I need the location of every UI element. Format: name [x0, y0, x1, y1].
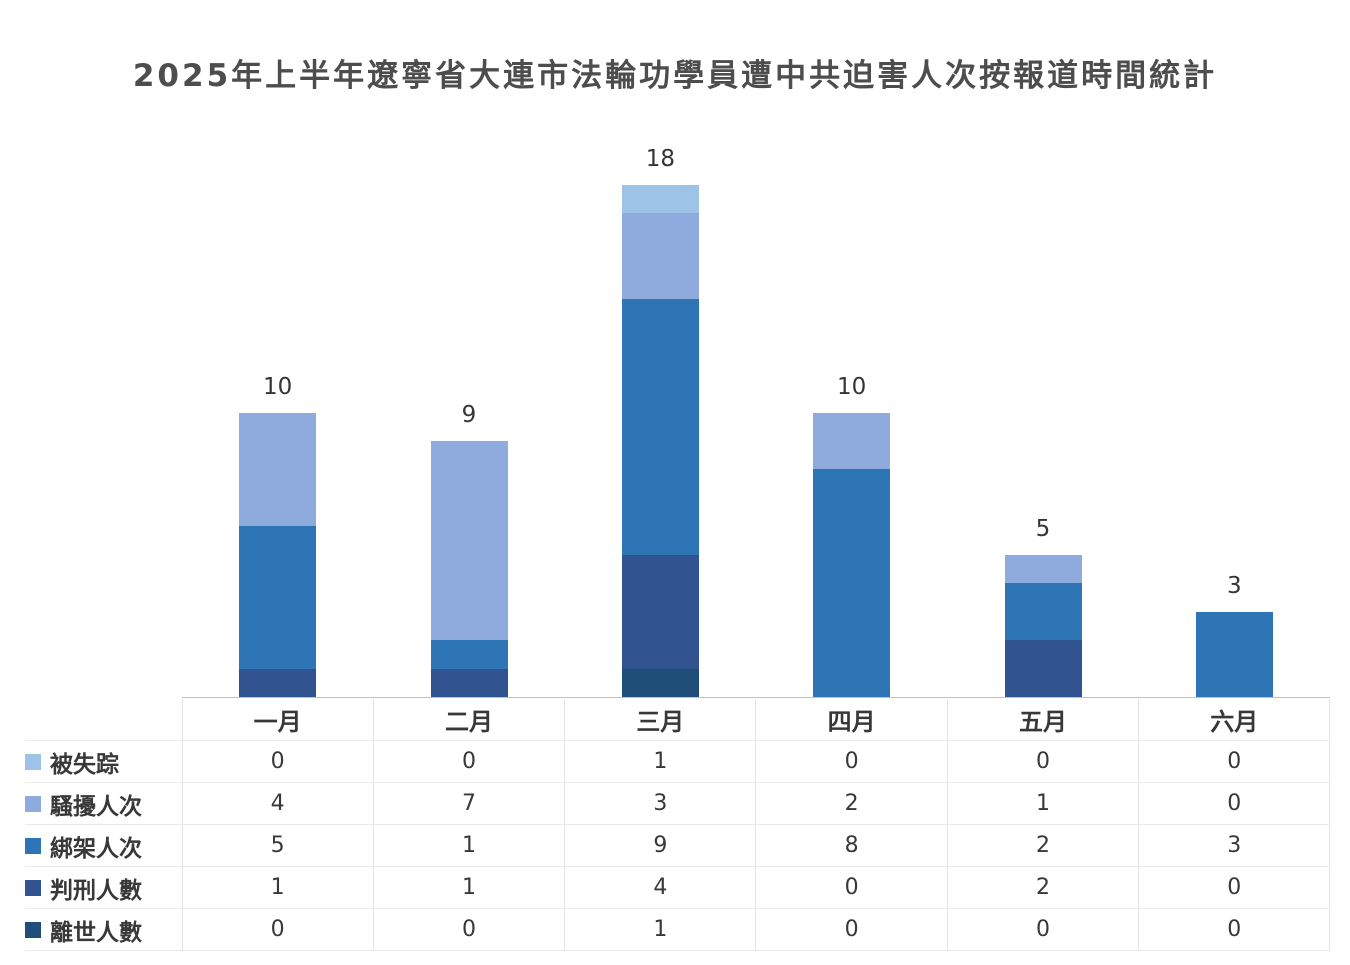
row-label-inner: 被失踪: [25, 745, 181, 779]
row-label-離世人數: 離世人數: [25, 908, 183, 951]
table-cell-離世人數-五月: 0: [947, 908, 1140, 951]
table-cell-離世人數-一月: 0: [182, 908, 374, 951]
row-label-騷擾人次: 騷擾人次: [25, 782, 183, 825]
row-label-inner: 離世人數: [25, 913, 181, 947]
bar-segment-騷擾人次-二月: [430, 441, 508, 641]
bar-segment-綁架人次-五月: [1004, 583, 1082, 641]
month-header-一月: 一月: [182, 699, 374, 741]
table-row-騷擾人次: 騷擾人次 4 7 3 2 1 0: [25, 782, 1331, 825]
bar-segment-被失踪-三月: [621, 185, 699, 214]
table-cell-綁架人次-五月: 2: [947, 824, 1140, 867]
table-cell-判刑人數-六月: 0: [1138, 866, 1331, 909]
table-cell-被失踪-三月: 1: [564, 740, 757, 783]
bar-segment-綁架人次-二月: [430, 640, 508, 669]
table-cell-綁架人次-四月: 8: [755, 824, 948, 867]
bar-total-label-六月: 3: [1227, 572, 1242, 599]
bar-total-label-三月: 18: [645, 146, 675, 172]
table-cell-綁架人次-一月: 5: [182, 824, 374, 867]
table-cell-判刑人數-四月: 0: [755, 866, 948, 909]
legend-swatch-騷擾人次: [25, 795, 41, 812]
table-cell-離世人數-四月: 0: [755, 908, 948, 951]
bar-segment-綁架人次-四月: [813, 469, 891, 697]
table-cell-判刑人數-五月: 2: [947, 866, 1140, 909]
table-row-離世人數: 離世人數 0 0 1 0 0 0: [25, 908, 1331, 951]
bar-segment-騷擾人次-一月: [239, 412, 317, 527]
table-cell-綁架人次-三月: 9: [564, 824, 757, 867]
bar-segment-騷擾人次-四月: [813, 412, 891, 470]
table-cell-騷擾人次-二月: 7: [373, 782, 566, 825]
table-cell-被失踪-一月: 0: [182, 740, 374, 783]
legend-swatch-被失踪: [25, 753, 41, 770]
table-cell-離世人數-六月: 0: [1138, 908, 1331, 951]
chart-title: 2025年上半年遼寧省大連市法輪功學員遭中共迫害人次按報道時間統計: [132, 58, 1218, 94]
table-cell-綁架人次-六月: 3: [1138, 824, 1331, 867]
bar-total-label-五月: 5: [1035, 515, 1051, 542]
bar-segment-綁架人次-一月: [239, 526, 317, 669]
bar-segment-判刑人數-二月: [430, 668, 508, 697]
row-label-綁架人次: 綁架人次: [25, 824, 183, 867]
bar-segment-判刑人數-一月: [239, 668, 317, 697]
table-cell-被失踪-二月: 0: [373, 740, 566, 783]
table-cell-離世人數-三月: 1: [564, 908, 757, 951]
bar-total-label-四月: 10: [837, 373, 867, 400]
month-header-五月: 五月: [947, 699, 1140, 741]
legend-swatch-離世人數: [25, 921, 41, 938]
table-cell-被失踪-六月: 0: [1138, 740, 1331, 783]
bar-segment-綁架人次-三月: [621, 298, 699, 555]
table-corner-cell: [25, 699, 183, 741]
bar-segment-騷擾人次-五月: [1004, 554, 1082, 584]
legend-label: 騷擾人次: [50, 793, 142, 820]
table-cell-騷擾人次-五月: 1: [947, 782, 1140, 825]
bar-segment-騷擾人次-三月: [621, 213, 699, 299]
row-label-inner: 騷擾人次: [25, 787, 181, 821]
table-row-綁架人次: 綁架人次 5 1 9 8 2 3: [25, 824, 1331, 867]
table-row-判刑人數: 判刑人數 1 1 4 0 2 0: [25, 866, 1331, 909]
legend-swatch-判刑人數: [25, 879, 41, 896]
bar-segment-綁架人次-六月: [1195, 611, 1273, 697]
row-label-inner: 綁架人次: [25, 829, 181, 863]
table-cell-綁架人次-二月: 1: [373, 824, 566, 867]
legend-label: 被失踪: [50, 751, 119, 778]
table-cell-騷擾人次-一月: 4: [182, 782, 374, 825]
table-header-row: 一月 二月 三月 四月 五月 六月: [25, 699, 1331, 741]
table-cell-被失踪-四月: 0: [755, 740, 948, 783]
month-header-四月: 四月: [755, 699, 948, 741]
table-cell-騷擾人次-三月: 3: [564, 782, 757, 825]
table-cell-離世人數-二月: 0: [373, 908, 566, 951]
bar-segment-判刑人數-五月: [1004, 640, 1082, 697]
bar-total-label-二月: 9: [461, 402, 477, 428]
month-header-三月: 三月: [564, 699, 757, 741]
table-cell-判刑人數-一月: 1: [182, 866, 374, 909]
bar-segment-離世人數-三月: [621, 668, 699, 697]
bar-total-label-一月: 10: [263, 373, 293, 400]
row-label-inner: 判刑人數: [25, 871, 181, 905]
table-cell-判刑人數-三月: 4: [564, 866, 757, 909]
table-cell-騷擾人次-四月: 2: [755, 782, 948, 825]
legend-label: 判刑人數: [50, 877, 142, 904]
legend-swatch-綁架人次: [25, 837, 41, 854]
legend-label: 綁架人次: [50, 835, 142, 862]
table-cell-被失踪-五月: 0: [947, 740, 1140, 783]
table-cell-判刑人數-二月: 1: [373, 866, 566, 909]
row-label-被失踪: 被失踪: [25, 740, 183, 783]
month-header-二月: 二月: [373, 699, 566, 741]
bar-segment-判刑人數-三月: [621, 554, 699, 669]
legend-label: 離世人數: [50, 919, 142, 946]
row-label-判刑人數: 判刑人數: [25, 866, 183, 909]
data-table: 一月 二月 三月 四月 五月 六月 被失踪 0 0 1 0 0 0 騷擾人次 4 7 3 2 1 0 綁架人次 5 1 9 8 2…: [25, 699, 1331, 951]
table-cell-騷擾人次-六月: 0: [1138, 782, 1331, 825]
month-header-六月: 六月: [1138, 699, 1331, 741]
x-axis-line: [182, 697, 1330, 698]
table-row-被失踪: 被失踪 0 0 1 0 0 0: [25, 740, 1331, 783]
